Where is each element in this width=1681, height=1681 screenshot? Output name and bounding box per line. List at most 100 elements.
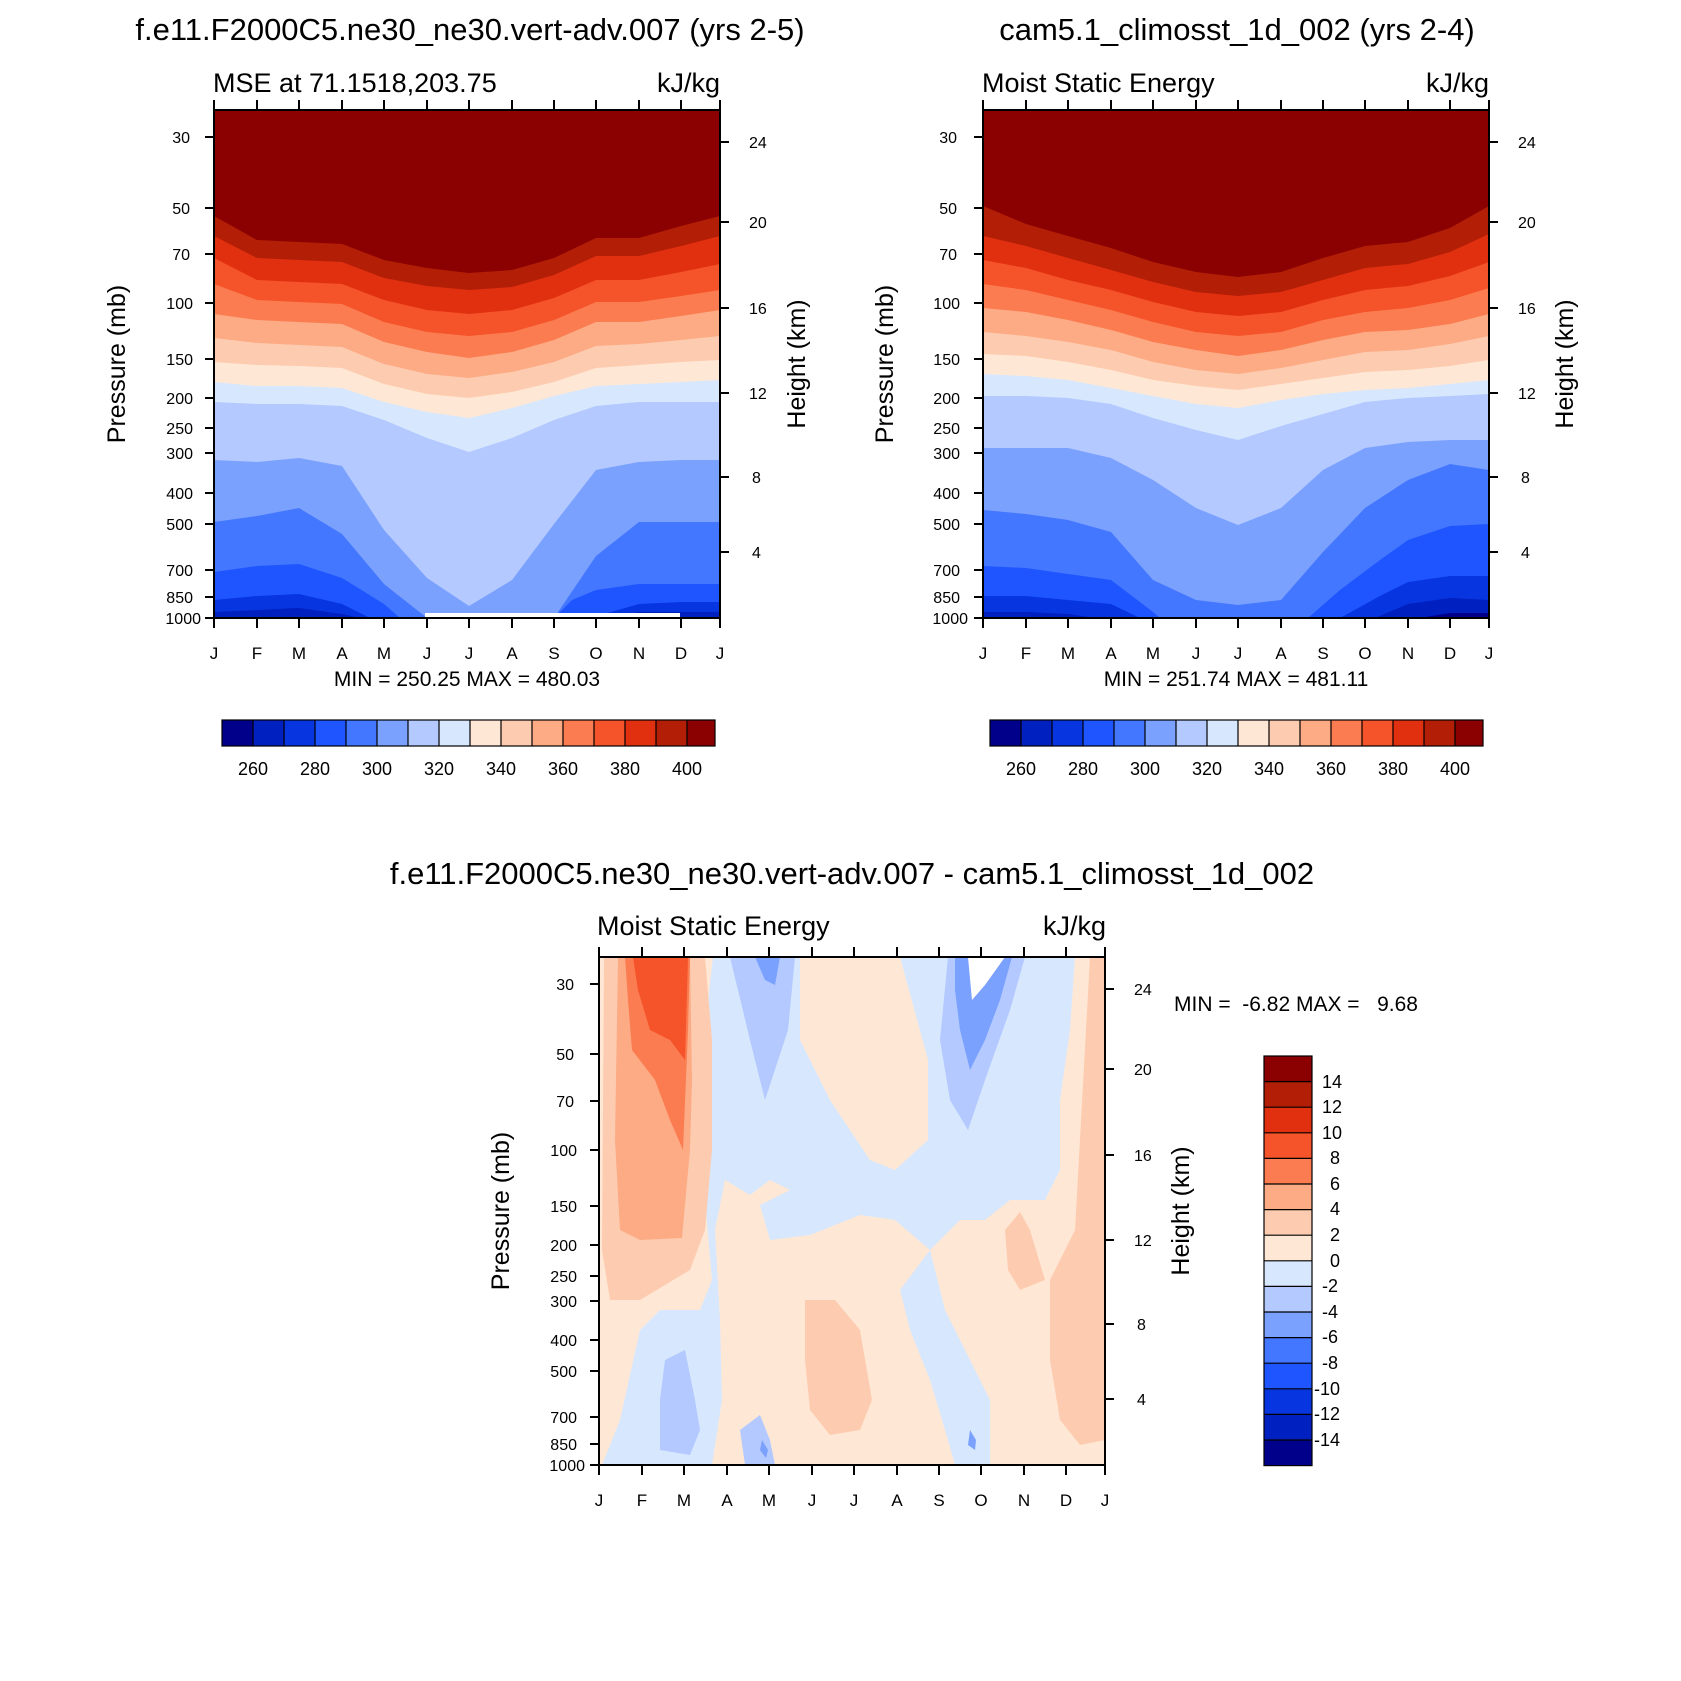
p1-y2tick: 12 (749, 386, 767, 403)
p1-xtick: J (423, 644, 432, 663)
p2-xtick: S (1317, 644, 1328, 663)
p2-ytick: 70 (939, 247, 957, 264)
p3-y2tick: 8 (1137, 1317, 1146, 1334)
p3-ytick: 850 (550, 1437, 577, 1454)
p1-ytick: 100 (166, 296, 193, 313)
p2-xtick: J (1485, 644, 1494, 663)
p3-cb-label: 14 (1322, 1072, 1342, 1092)
p1-cb-label: 340 (486, 759, 516, 779)
p2-cb-label: 400 (1440, 759, 1470, 779)
p2-cb-label: 320 (1192, 759, 1222, 779)
panel-1-title: f.e11.F2000C5.ne30_ne30.vert-adv.007 (yr… (135, 12, 804, 47)
panel-3-stats: MIN = -6.82 MAX = 9.68 (1174, 993, 1418, 1016)
p3-xtick: J (850, 1491, 859, 1510)
p1-y2tick: 24 (749, 135, 767, 152)
p3-cb-label: 8 (1330, 1148, 1340, 1168)
panel-1-x-axis: J F M A M J J A S O N D J (210, 100, 724, 663)
panel-3-left-string: Moist Static Energy (597, 911, 830, 941)
p3-ytick: 300 (550, 1294, 577, 1311)
p1-ytick: 250 (166, 421, 193, 438)
p3-xtick: A (891, 1491, 903, 1510)
panel-2-title: cam5.1_climosst_1d_002 (yrs 2-4) (999, 12, 1475, 47)
p1-cb-label: 260 (238, 759, 268, 779)
p3-xtick: A (721, 1491, 733, 1510)
p1-ytick: 300 (166, 446, 193, 463)
p3-ytick: 700 (550, 1410, 577, 1427)
p2-y2tick: 8 (1521, 470, 1530, 487)
panel-2-ylabel: Pressure (mb) (871, 285, 899, 443)
p3-xtick: M (762, 1491, 776, 1510)
panel-3-colorbar: 14 12 10 8 6 4 2 0 -2 -4 -6 -8 -10 -12 -… (1263, 1055, 1342, 1467)
panel-1-colorbar: 260 280 300 320 340 360 380 400 (221, 719, 716, 779)
panel-1-y-axis: 30 50 70 100 150 200 250 300 400 500 700… (103, 130, 214, 628)
p1-xtick: A (506, 644, 518, 663)
panel-2-plot (982, 109, 1490, 619)
panel-3-plot (598, 956, 1106, 1466)
p1-y2tick: 8 (752, 470, 761, 487)
panel-3-units: kJ/kg (1043, 911, 1106, 941)
panel-3-x-axis: J F M A M J J A S O N D J (595, 947, 1109, 1510)
p2-xtick: F (1021, 644, 1031, 663)
p1-xtick: M (292, 644, 306, 663)
p2-ytick: 100 (933, 296, 960, 313)
p3-cb-label: -6 (1322, 1327, 1338, 1347)
p3-y2tick: 20 (1134, 1062, 1152, 1079)
p3-xtick: D (1060, 1491, 1072, 1510)
p3-cb-label: 0 (1330, 1251, 1340, 1271)
p2-y2tick: 24 (1518, 135, 1536, 152)
p2-xtick: J (979, 644, 988, 663)
p3-xtick: F (637, 1491, 647, 1510)
p2-y2tick: 12 (1518, 386, 1536, 403)
p2-ytick: 850 (933, 590, 960, 607)
panel-1-left-string: MSE at 71.1518,203.75 (213, 68, 497, 98)
panel-1-stats: MIN = 250.25 MAX = 480.03 (334, 668, 600, 691)
p3-cb-label: 6 (1330, 1174, 1340, 1194)
p3-xtick: O (974, 1491, 987, 1510)
panel-2-colorbar: 260 280 300 320 340 360 380 400 (989, 719, 1484, 779)
p1-y2tick: 20 (749, 215, 767, 232)
panel-1-plot (213, 109, 721, 619)
p1-cb-label: 300 (362, 759, 392, 779)
p2-ytick: 500 (933, 517, 960, 534)
p3-ytick: 30 (556, 977, 574, 994)
panel-3-ylabel-right: Height (km) (1167, 1146, 1195, 1275)
p2-xtick: M (1146, 644, 1160, 663)
p2-xtick: N (1402, 644, 1414, 663)
p2-y2tick: 4 (1521, 545, 1530, 562)
p1-xtick: D (675, 644, 687, 663)
p3-xtick: N (1018, 1491, 1030, 1510)
p2-y2tick: 20 (1518, 215, 1536, 232)
panel-1-y2-axis: 24 20 16 12 8 4 Height (km) (720, 135, 811, 562)
panel-2-left-string: Moist Static Energy (982, 68, 1215, 98)
panel-2-units: kJ/kg (1426, 68, 1489, 98)
panel-2-ylabel-right: Height (km) (1551, 299, 1579, 428)
panel-3-y-axis: 30 50 70 100 150 200 250 300 400 500 700… (487, 977, 599, 1475)
p3-y2tick: 24 (1134, 982, 1152, 999)
p3-ytick: 70 (556, 1094, 574, 1111)
p3-cb-label: 2 (1330, 1225, 1340, 1245)
p3-ytick: 200 (550, 1238, 577, 1255)
panel-3: f.e11.F2000C5.ne30_ne30.vert-adv.007 - c… (390, 856, 1418, 1510)
p1-ytick: 200 (166, 391, 193, 408)
panel-2-y2-axis: 24 20 16 12 8 4 Height (km) (1489, 135, 1579, 562)
p1-cb-label: 320 (424, 759, 454, 779)
p3-ytick: 500 (550, 1364, 577, 1381)
p1-ytick: 30 (172, 130, 190, 147)
p1-ytick: 70 (172, 247, 190, 264)
p1-cb-label: 280 (300, 759, 330, 779)
panel-2-x-axis: J F M A M J J A S O N D J (979, 100, 1494, 663)
p3-y2tick: 4 (1137, 1392, 1146, 1409)
p1-ytick: 400 (166, 486, 193, 503)
p2-ytick: 150 (933, 352, 960, 369)
p2-ytick: 50 (939, 201, 957, 218)
p1-ytick: 850 (166, 590, 193, 607)
p3-cb-label: -2 (1322, 1276, 1338, 1296)
p3-xtick: S (933, 1491, 944, 1510)
p1-cb-label: 400 (672, 759, 702, 779)
p3-cb-label: 12 (1322, 1097, 1342, 1117)
p2-cb-label: 300 (1130, 759, 1160, 779)
p2-xtick: J (1234, 644, 1243, 663)
p2-ytick: 250 (933, 421, 960, 438)
p1-xtick: M (377, 644, 391, 663)
p1-xtick: S (548, 644, 559, 663)
